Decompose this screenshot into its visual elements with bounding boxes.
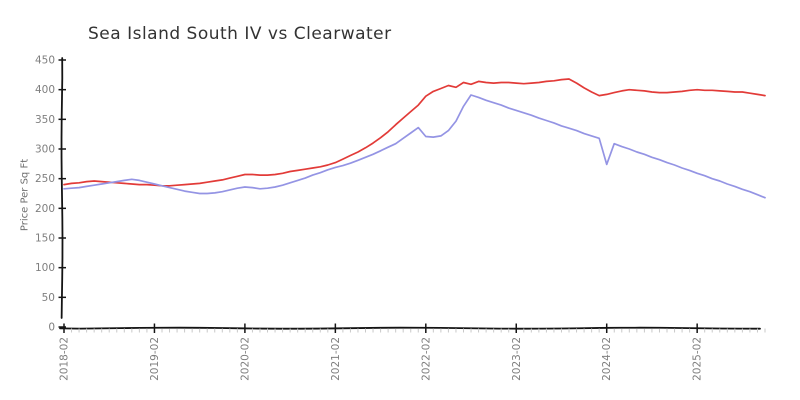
x-tick-label: 2025-02 [692,337,704,381]
x-axis-spine [59,326,761,330]
y-tick-label: 300 [35,144,55,156]
y-tick-label: 150 [35,233,55,245]
series-line-red [63,78,766,187]
y-tick-label: 400 [35,84,55,96]
x-tick-label: 2022-02 [420,337,432,381]
x-tick-label: 2018-02 [59,337,71,381]
y-tick-label: 250 [35,173,55,185]
y-axis-label: Price Per Sq Ft [19,158,31,232]
y-tick-label: 450 [35,55,55,67]
y-tick-label: 50 [42,292,55,304]
y-tick-label: 100 [35,262,55,274]
y-tick-label: 0 [48,322,55,334]
x-tick-label: 2023-02 [511,337,523,381]
series-line-blue [63,94,766,199]
y-tick-label: 350 [35,114,55,126]
chart-title: Sea Island South IV vs Clearwater [88,24,392,44]
y-tick-label: 200 [35,203,55,215]
x-tick-label: 2024-02 [601,337,613,381]
y-axis-spine [60,57,64,319]
x-tick-label: 2021-02 [330,337,342,381]
x-tick-label: 2020-02 [239,337,251,381]
x-tick-label: 2019-02 [149,337,161,381]
